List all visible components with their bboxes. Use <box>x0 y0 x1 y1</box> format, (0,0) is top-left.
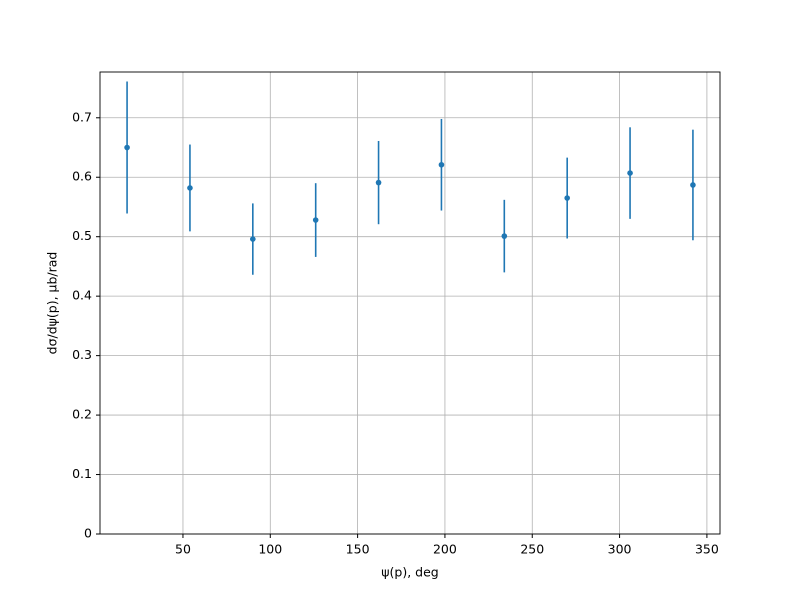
data-point <box>564 195 570 201</box>
y-tick-label: 0.7 <box>72 109 92 124</box>
x-tick-label: 200 <box>433 542 457 557</box>
x-tick-label: 300 <box>608 542 632 557</box>
y-tick-label: 0.5 <box>72 228 92 243</box>
x-tick-label: 100 <box>258 542 282 557</box>
x-axis-label: ψ(p), deg <box>381 565 438 580</box>
y-axis-label: dσ/dψ(p), μb/rad <box>45 252 60 355</box>
y-tick-label: 0.3 <box>72 347 92 362</box>
y-tick-label: 0.1 <box>72 466 92 481</box>
x-tick-label: 50 <box>175 542 191 557</box>
data-point <box>124 144 130 151</box>
y-tick-label: 0 <box>84 526 92 541</box>
x-tick-label: 150 <box>346 542 370 557</box>
data-point <box>187 185 193 191</box>
data-point <box>438 161 445 168</box>
y-tick-label: 0.4 <box>72 288 92 303</box>
plot-frame <box>99 71 721 535</box>
data-point <box>690 182 696 188</box>
data-point <box>250 236 256 242</box>
y-tick-label: 0.6 <box>72 169 92 184</box>
data-point <box>312 217 319 223</box>
data-point <box>375 179 382 186</box>
y-tick-label: 0.2 <box>72 407 92 422</box>
data-point <box>627 170 633 176</box>
x-tick-label: 250 <box>520 542 544 557</box>
x-tick-label: 350 <box>695 542 719 557</box>
data-point <box>501 233 508 239</box>
